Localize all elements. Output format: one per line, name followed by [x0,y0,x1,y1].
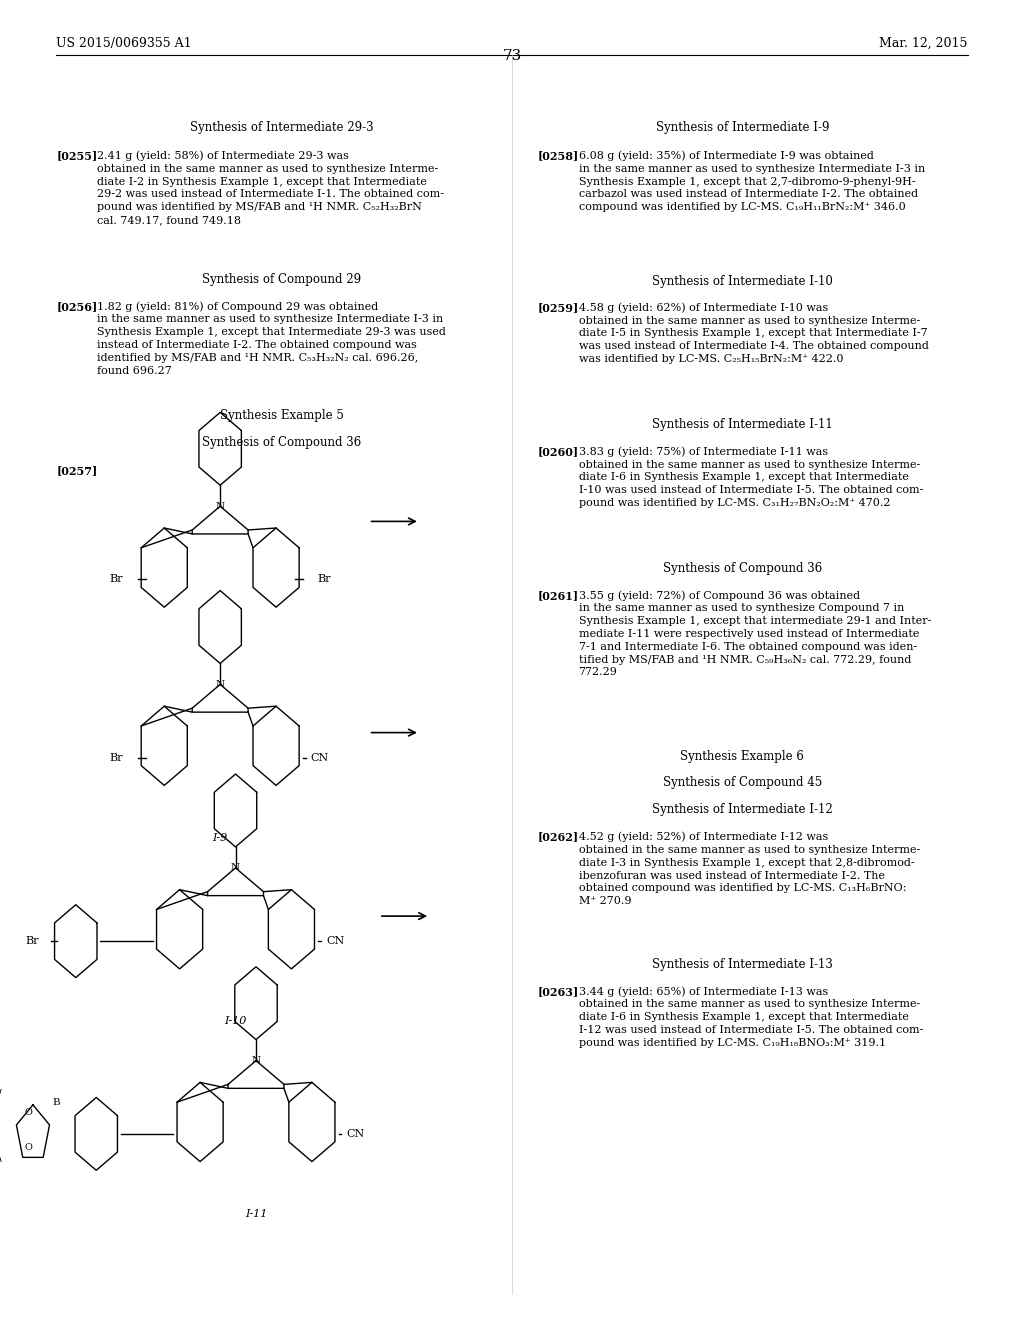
Text: [0255]: [0255] [56,150,97,161]
Text: Synthesis Example 6: Synthesis Example 6 [681,750,804,763]
Text: [0260]: [0260] [538,446,579,457]
Text: CN: CN [346,1129,365,1139]
Text: Synthesis of Compound 36: Synthesis of Compound 36 [202,436,361,449]
Text: [0262]: [0262] [538,832,579,842]
Text: 3.83 g (yield: 75%) of Intermediate I-11 was
obtained in the same manner as used: 3.83 g (yield: 75%) of Intermediate I-11… [579,446,923,508]
Text: N: N [216,502,224,511]
Text: N: N [216,680,224,689]
Text: CN: CN [310,752,329,763]
Text: US 2015/0069355 A1: US 2015/0069355 A1 [56,37,191,50]
Text: N: N [252,1056,260,1065]
Text: /: / [0,1089,2,1100]
Text: 4.52 g (yield: 52%) of Intermediate I-12 was
obtained in the same manner as used: 4.52 g (yield: 52%) of Intermediate I-12… [579,832,920,906]
Text: [0263]: [0263] [538,986,579,997]
Text: 3.44 g (yield: 65%) of Intermediate I-13 was
obtained in the same manner as used: 3.44 g (yield: 65%) of Intermediate I-13… [579,986,923,1048]
Text: O: O [25,1109,33,1117]
Text: Synthesis Example 5: Synthesis Example 5 [220,409,343,422]
Text: Synthesis of Intermediate I-10: Synthesis of Intermediate I-10 [652,275,833,288]
Text: I-10: I-10 [224,1016,247,1027]
Text: B: B [52,1098,60,1106]
Text: Synthesis of Compound 29: Synthesis of Compound 29 [202,273,361,286]
Text: CN: CN [326,936,344,946]
Text: Br: Br [317,574,331,585]
Text: Synthesis of Compound 45: Synthesis of Compound 45 [663,776,822,789]
Text: [0258]: [0258] [538,150,579,161]
Text: Synthesis of Intermediate I-11: Synthesis of Intermediate I-11 [652,418,833,432]
Text: \: \ [0,1152,2,1163]
Text: Mar. 12, 2015: Mar. 12, 2015 [880,37,968,50]
Text: N: N [231,863,240,873]
Text: [0256]: [0256] [56,301,97,312]
Text: Synthesis of Intermediate 29-3: Synthesis of Intermediate 29-3 [189,121,374,135]
Text: 4.58 g (yield: 62%) of Intermediate I-10 was
obtained in the same manner as used: 4.58 g (yield: 62%) of Intermediate I-10… [579,302,929,364]
Text: Synthesis of Intermediate I-12: Synthesis of Intermediate I-12 [652,803,833,816]
Text: I-9: I-9 [213,833,227,843]
Text: Br: Br [110,752,123,763]
Text: Synthesis of Intermediate I-9: Synthesis of Intermediate I-9 [655,121,829,135]
Text: O: O [25,1143,33,1151]
Text: [0259]: [0259] [538,302,579,313]
Text: Synthesis of Intermediate I-13: Synthesis of Intermediate I-13 [652,958,833,972]
Text: 2.41 g (yield: 58%) of Intermediate 29-3 was
obtained in the same manner as used: 2.41 g (yield: 58%) of Intermediate 29-3… [97,150,444,224]
Text: I-11: I-11 [245,1209,267,1220]
Text: 6.08 g (yield: 35%) of Intermediate I-9 was obtained
in the same manner as used : 6.08 g (yield: 35%) of Intermediate I-9 … [579,150,925,213]
Text: Br: Br [110,574,123,585]
Text: Synthesis of Compound 36: Synthesis of Compound 36 [663,562,822,576]
Text: [0261]: [0261] [538,590,579,601]
Text: 1.82 g (yield: 81%) of Compound 29 was obtained
in the same manner as used to sy: 1.82 g (yield: 81%) of Compound 29 was o… [97,301,446,375]
Text: Br: Br [25,936,39,946]
Text: 73: 73 [503,49,521,63]
Text: 3.55 g (yield: 72%) of Compound 36 was obtained
in the same manner as used to sy: 3.55 g (yield: 72%) of Compound 36 was o… [579,590,931,677]
Text: [0257]: [0257] [56,465,97,475]
